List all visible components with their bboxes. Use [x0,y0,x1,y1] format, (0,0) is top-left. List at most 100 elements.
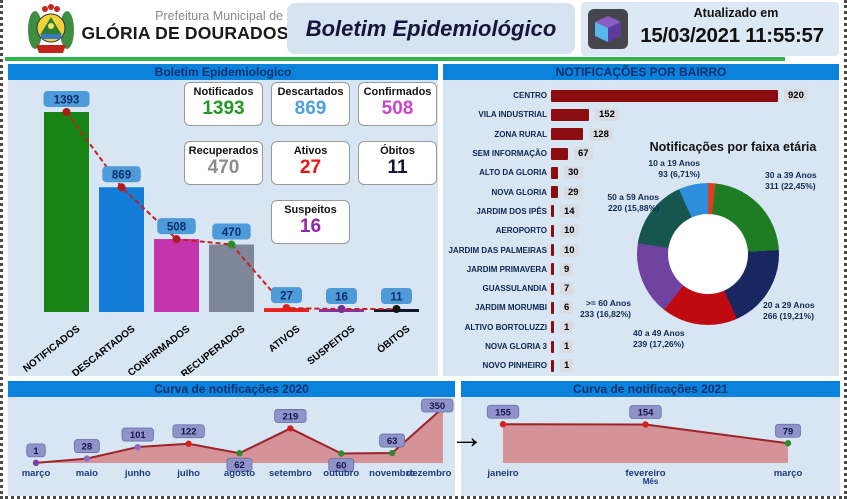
bairro-label: CENTRO [513,91,547,101]
bairro-value: 30 [564,166,583,180]
bairro-value: 128 [589,127,613,141]
bar-value-badge [271,287,302,304]
bairro-label: NOVA GLORIA [491,187,547,197]
stat-cards-grid: Notificados 1393 Descartados 869 Confirmados… [184,82,437,244]
bar-category-label: SUSPEITOS [306,323,358,367]
data-point[interactable] [388,449,396,457]
bar-recuperados[interactable] [209,244,254,312]
bairro-bar[interactable] [551,263,554,276]
trend-point [282,304,291,313]
data-point[interactable] [83,455,91,462]
bairro-label: NOVO PINHEIRO [482,361,547,371]
header-bar: Prefeitura Municipal de GLÓRIA DE DOURAD… [3,0,844,58]
stat-card-label: Notificados [193,86,254,98]
bairro-bar[interactable] [551,166,558,179]
bairro-bar[interactable] [551,282,554,295]
bairro-bar[interactable] [551,321,554,334]
bairro-bar[interactable] [551,186,558,199]
curve-2020-panel: Curva de notificações 2020 1 28 101 122 62 21… [8,381,455,496]
data-point[interactable] [236,450,243,457]
point-value-badge [274,409,307,423]
stat-card-óbitos: Óbitos 11 [358,141,437,185]
point-value-badge [172,424,205,439]
bairro-bar[interactable] [551,224,554,237]
bairro-bar[interactable] [551,359,554,372]
stat-card-confirmados: Confirmados 508 [358,82,437,126]
bairro-value: 1 [560,340,574,353]
bar-confirmados[interactable] [154,239,199,312]
age-donut-chart[interactable] [637,183,779,325]
bairro-value: 152 [595,108,619,122]
bairro-row: GUASSULANDIA 7 [443,279,839,298]
bairro-label: NOVA GLORIA 3 [485,342,547,351]
bairro-value: 920 [784,89,808,103]
data-point[interactable] [499,421,507,428]
point-value-badge [486,404,520,419]
point-value: 101 [130,430,147,441]
bar-category-label: ATIVOS [267,323,303,354]
data-point[interactable] [287,425,294,432]
bairro-label: AEROPORTO [495,226,547,236]
curve-2020-chart[interactable]: 1 28 101 122 62 219 60 63 350 março maio junho julho… [8,397,455,496]
data-point[interactable] [784,440,792,447]
bairro-bar[interactable] [551,147,568,160]
bar-value-badge [157,218,196,235]
curve-2021-chart[interactable]: 155 154 79 janeiro fevereiro março Mês [461,397,840,496]
bairro-bar[interactable] [551,128,583,141]
data-point[interactable] [32,459,40,467]
pie-label-40-49: 40 a 49 Anos 239 (17,26%) [633,328,685,349]
bairro-bar[interactable] [551,108,589,121]
point-value-badge [226,457,253,472]
bairro-label: GUASSULANDIA [482,284,547,294]
month-label: setembro [269,468,312,479]
bairro-bar[interactable] [551,244,554,257]
bairro-label: JARDIM DOS IPÊS [476,206,547,216]
point-value: 350 [429,401,445,412]
bairro-bar[interactable] [551,205,554,218]
curve-2021-title: Curva de notificações 2021 [461,381,840,397]
updated-block: Atualizado em 15/03/2021 11:55:57 [581,2,839,56]
point-value: 63 [387,436,398,447]
bar-value: 16 [335,292,348,304]
bairro-row: CENTRO 920 [443,86,839,105]
bairro-bar[interactable] [551,340,554,353]
data-point[interactable] [338,450,345,457]
org-subtitle: Prefeitura Municipal de [155,9,283,23]
month-label: março [774,468,803,479]
stat-card-ativos: Ativos 27 [271,141,350,185]
bairro-row: JARDIM DAS PALMEIRAS 10 [443,240,839,259]
stat-card-notificados: Notificados 1393 [184,82,263,126]
month-label: fevereiro [625,468,665,479]
month-label: junho [124,468,151,479]
bairro-value: 10 [560,224,579,238]
bairro-label: JARDIM DAS PALMEIRAS [448,245,547,255]
bar-descartados[interactable] [99,187,144,312]
bairro-bar[interactable] [551,89,778,102]
point-value-badge [379,433,406,448]
data-point[interactable] [134,443,141,451]
x-axis-label: Mês [643,477,659,486]
stat-card-descartados: Descartados 869 [271,82,350,126]
month-label: julho [176,468,200,479]
bairros-panel: NOTIFICAÇÕES POR BAIRRO CENTRO 920 VILA IN… [443,64,839,376]
bairro-value: 7 [560,282,574,296]
data-point[interactable] [642,421,649,428]
org-title: GLÓRIA DE DOURADOS [81,23,289,43]
bairro-label: SEM INFORMAÇÃO [472,149,547,159]
trend-point [117,183,126,192]
bar-notificados[interactable] [44,112,89,312]
bar-value-badge [381,288,412,304]
bairro-label: ALTO DA GLORIA [479,168,547,178]
bar-value: 27 [280,291,293,303]
pie-label-20-29: 20 a 29 Anos 266 (19,21%) [763,300,815,321]
bairro-value: 9 [560,262,574,276]
month-label: março [22,468,51,479]
bar-value-badge [43,91,90,107]
data-point[interactable] [185,440,192,447]
point-value-badge [328,458,355,472]
bairro-bar[interactable] [551,301,554,314]
month-label: outubro [323,468,359,479]
point-value: 28 [82,442,93,453]
